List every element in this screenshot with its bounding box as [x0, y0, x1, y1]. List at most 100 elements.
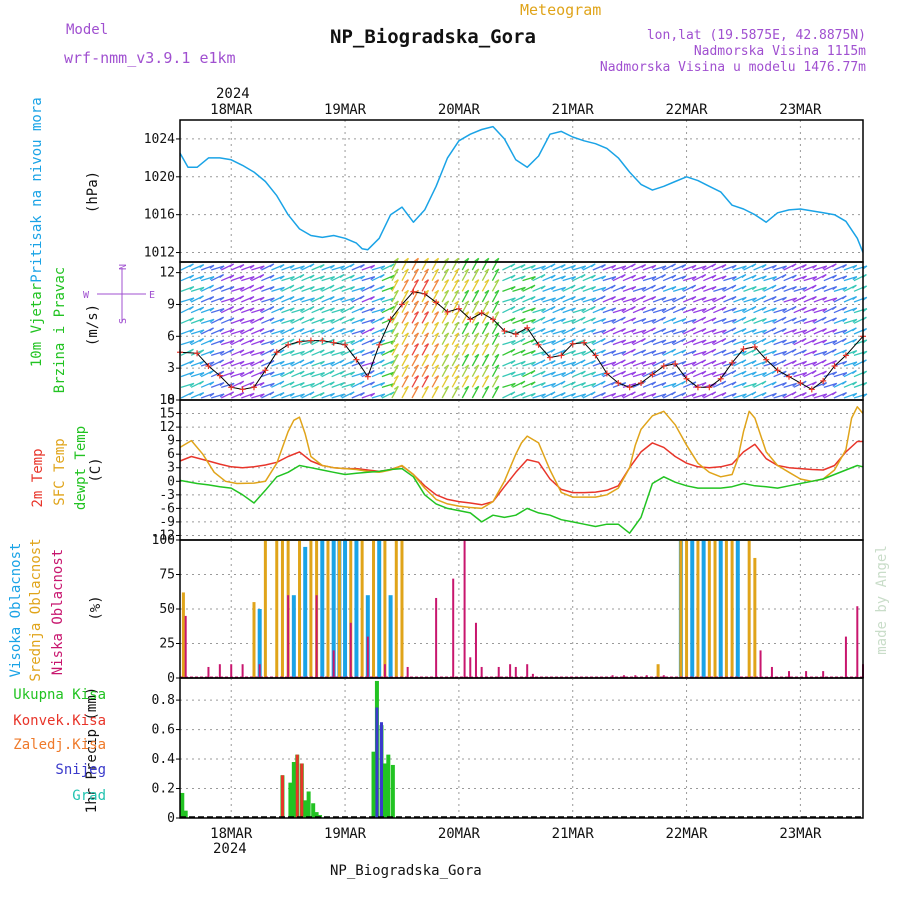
- wind-barb-flag: [571, 361, 577, 366]
- wind-barb-flag: [520, 264, 526, 269]
- ytick-label: 25: [159, 637, 175, 652]
- wind-barb-flag: [290, 276, 295, 281]
- wind-barb-flag: [721, 380, 727, 385]
- wind-barb: [803, 318, 817, 324]
- wind-barb-flag: [510, 348, 516, 353]
- wind-barb-flag: [300, 393, 305, 398]
- wind-barb: [231, 275, 245, 282]
- wind-barb: [210, 308, 225, 314]
- wind-barb: [502, 371, 516, 378]
- wind-barb-flag: [701, 316, 707, 321]
- wind-barb: [723, 276, 737, 282]
- wind-barb-flag: [249, 264, 255, 269]
- ytick-label: 0.8: [152, 693, 175, 708]
- wind-barb-flag: [269, 274, 275, 279]
- wind-barb-flag: [781, 285, 787, 290]
- wind-barb: [853, 382, 868, 388]
- wind-barb: [411, 386, 420, 399]
- wind-barb-flag: [389, 348, 395, 353]
- wind-barb-flag: [812, 338, 817, 343]
- wind-barb-flag: [581, 296, 586, 301]
- wind-barb-flag: [424, 332, 429, 337]
- wind-barb-flag: [681, 360, 687, 365]
- wind-barb-flag: [641, 275, 647, 280]
- wind-barb-flag: [741, 328, 747, 333]
- wind-barb: [461, 364, 470, 377]
- date-bottom-19mar: 19MAR: [324, 826, 367, 842]
- wind-barb-flag: [791, 317, 797, 322]
- wind-barb-flag: [319, 295, 325, 300]
- wind-barb-flag: [782, 382, 787, 387]
- wind-barb-flag: [842, 286, 848, 291]
- wind-barb: [753, 329, 767, 335]
- wind-barb: [582, 286, 596, 292]
- wind-barb-flag: [641, 264, 647, 269]
- wind-barb-flag: [464, 332, 470, 337]
- wind-barb: [683, 264, 697, 271]
- wind-barb-flag: [731, 392, 737, 397]
- wind-barb-flag: [852, 338, 857, 343]
- wind-barb: [200, 350, 215, 356]
- wind-barb-flag: [434, 311, 439, 316]
- wind-barb-flag: [434, 385, 439, 390]
- wind-barb-flag: [219, 382, 225, 387]
- wind-barb-flag: [792, 371, 797, 376]
- wind-barb: [502, 382, 516, 388]
- wind-barb-flag: [600, 295, 606, 300]
- wind-barb-flag: [329, 296, 335, 301]
- wind-barb: [481, 290, 490, 303]
- wind-barb-flag: [474, 279, 480, 284]
- wind-barb-flag: [454, 364, 460, 369]
- wind-barb-flag: [852, 392, 858, 397]
- wind-barb-flag: [259, 265, 265, 270]
- wind-barb: [401, 258, 409, 271]
- wind-barb-flag: [530, 392, 536, 397]
- wind-barb-flag: [742, 265, 747, 270]
- ytick-label: 3: [167, 361, 175, 376]
- wind-barb: [431, 258, 440, 271]
- wind-barb-flag: [671, 371, 677, 376]
- wind-barb-flag: [199, 306, 205, 311]
- wind-barb-flag: [631, 360, 637, 365]
- wind-barb: [391, 290, 399, 303]
- wind-barb-flag: [621, 308, 627, 313]
- wind-barb: [271, 329, 285, 335]
- cloud-mid-bar: [263, 540, 267, 678]
- wind-barb-flag: [330, 361, 335, 366]
- dewpt-line: [179, 464, 864, 534]
- wind-barb-flag: [701, 308, 707, 313]
- wind-barb-flag: [229, 371, 235, 376]
- wind-barb: [743, 382, 757, 388]
- wind-barb: [451, 386, 460, 399]
- cloud-mid-bar: [372, 540, 376, 678]
- watermark: made by Angel: [874, 545, 890, 655]
- wind-barb: [783, 340, 797, 346]
- wind-barb-flag: [319, 392, 325, 397]
- wind-barb-flag: [731, 284, 737, 289]
- wind-barb: [461, 343, 470, 356]
- ytick-label: 1024: [144, 132, 175, 147]
- wind-barb-flag: [852, 361, 858, 366]
- wind-barb: [411, 311, 420, 324]
- wind-barb-flag: [414, 321, 419, 326]
- wind-barb: [301, 297, 315, 303]
- wind-barb-flag: [474, 364, 480, 369]
- wind-barb: [672, 372, 687, 378]
- wind-barb: [341, 297, 355, 303]
- wind-barb: [441, 332, 450, 345]
- wind-barb-flag: [350, 360, 355, 365]
- wind-barb: [481, 332, 490, 345]
- wind-barb-flag: [454, 268, 460, 273]
- wind-barb-flag: [772, 264, 777, 269]
- wind-barb-flag: [464, 375, 470, 380]
- wind-barb-flag: [379, 316, 385, 321]
- ytick-label: 1016: [144, 208, 175, 223]
- ytick-label: 0.6: [152, 723, 175, 738]
- wind-barb: [441, 354, 450, 367]
- wind-barb-flag: [259, 308, 265, 313]
- wind-barb: [241, 276, 255, 282]
- wind-barb-flag: [389, 306, 395, 311]
- wind-barb: [532, 382, 546, 388]
- wind-barb-flag: [510, 286, 516, 291]
